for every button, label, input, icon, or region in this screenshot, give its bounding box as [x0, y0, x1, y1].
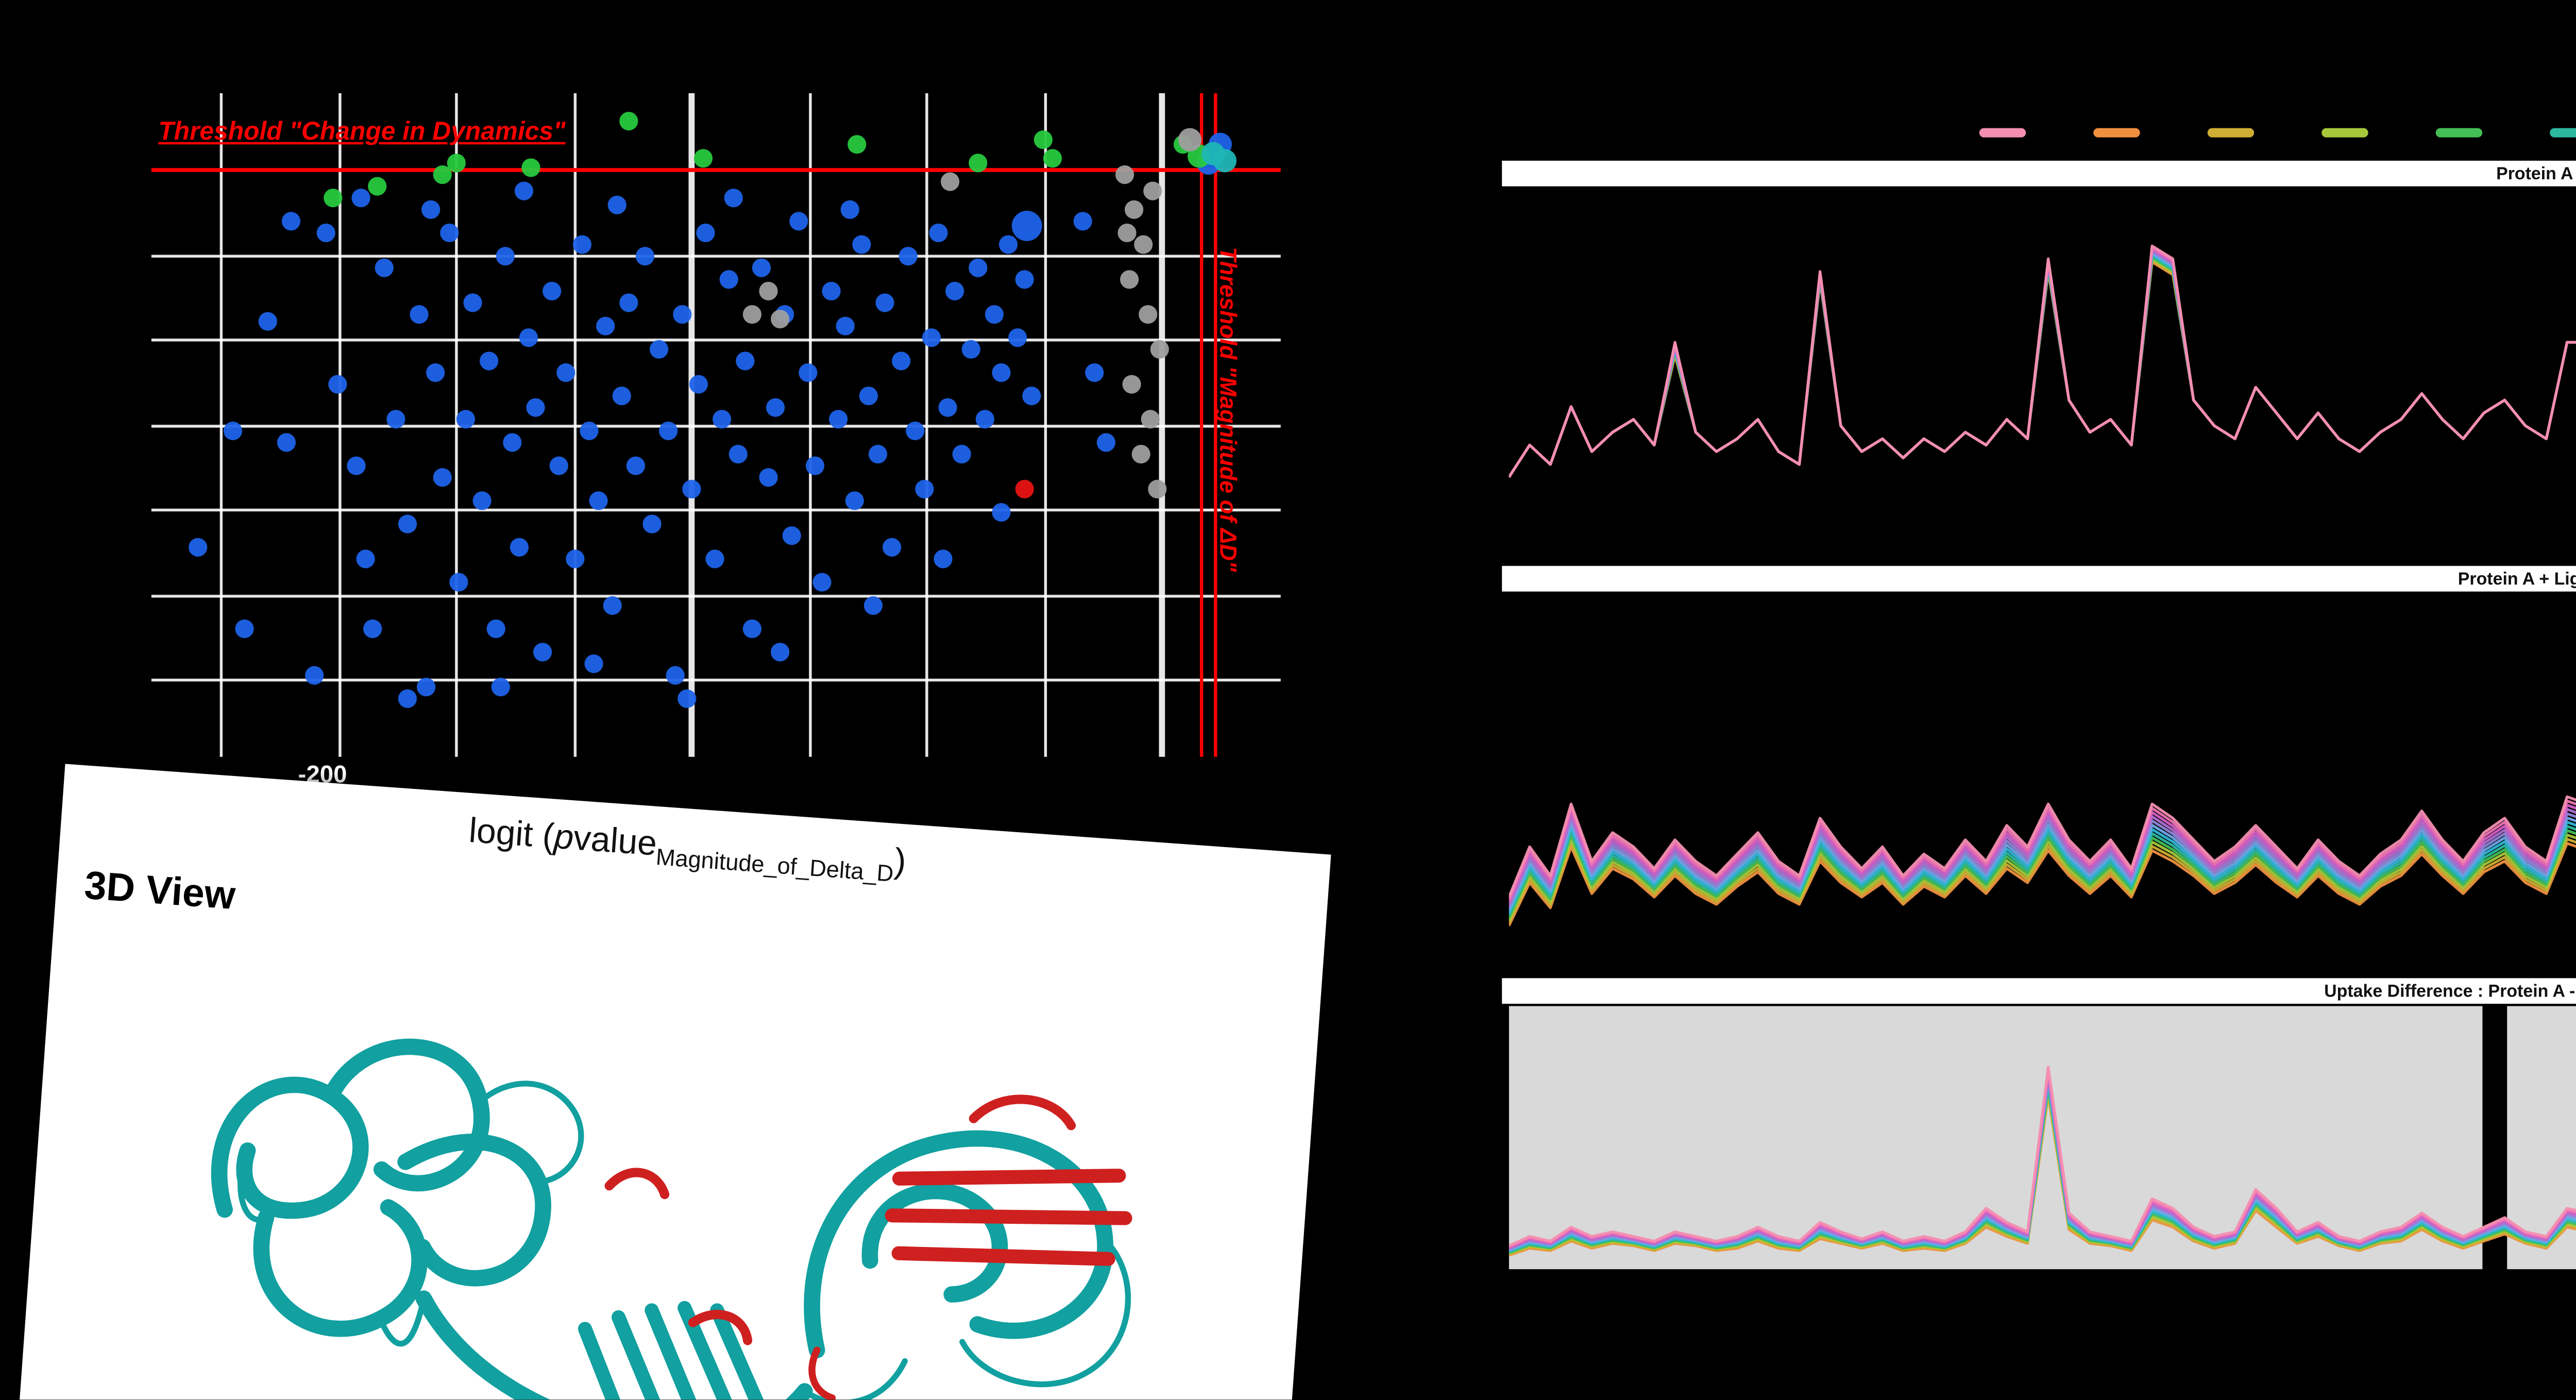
threshold-magnitude-label: Threshold "Magnitude of ΔD" [1213, 247, 1239, 572]
legend-item-4[interactable] [2436, 128, 2483, 137]
panel-title-text: Uptake Difference : Protein A - (Protein… [2324, 980, 2576, 1002]
legend-item-1[interactable] [2093, 128, 2141, 137]
panel-title-text: Protein A + Ligand [2458, 567, 2576, 588]
protein-ribbon-figure[interactable] [109, 929, 1262, 1400]
panel-title-text: Protein A [2496, 163, 2573, 184]
legend-item-0[interactable] [1979, 128, 2026, 137]
timepoint-legend [1979, 128, 2576, 137]
legend-item-2[interactable] [2208, 128, 2255, 137]
threshold-dynamics-label: Threshold "Change in Dynamics" [158, 119, 566, 147]
viewer-3d-title: 3D View [82, 863, 237, 919]
chart-svg-2[interactable] [1509, 1006, 2576, 1270]
panel-title-protein-a: Protein A [1502, 160, 2576, 187]
viewer-3d-card: logit (pvalueMagnitude_of_Delta_D) 3D Vi… [13, 764, 1331, 1400]
volcano-plot-svg[interactable] [151, 93, 1281, 757]
chart-svg-0[interactable] [1509, 189, 2576, 538]
chart-svg-1[interactable] [1509, 592, 2576, 978]
volcano-x-axis-label: logit (pvalueMagnitude_of_Delta_D) [467, 812, 908, 889]
legend-item-5[interactable] [2550, 128, 2576, 137]
panel-title-uptake-difference: Uptake Difference : Protein A - (Protein… [1502, 978, 2576, 1004]
panel-title-protein-a-ligand: Protein A + Ligand [1502, 565, 2576, 591]
legend-item-3[interactable] [2322, 128, 2369, 137]
